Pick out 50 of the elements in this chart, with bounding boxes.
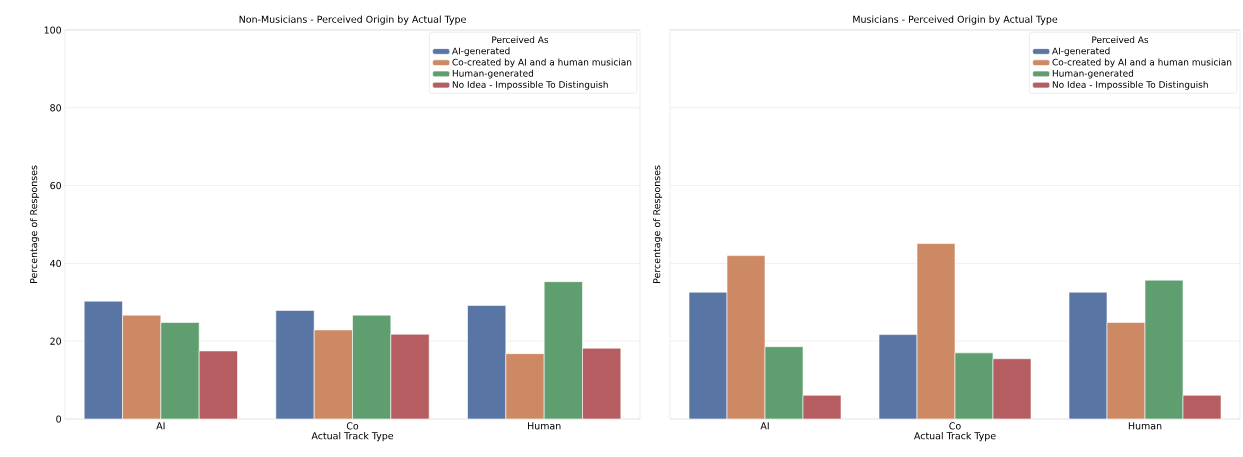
y-tick-label: 80 (50, 104, 62, 112)
x-axis-title: Actual Track Type (914, 432, 996, 442)
bar (1144, 279, 1184, 419)
legend-label: Human-generated (452, 69, 534, 79)
bar (467, 305, 507, 419)
x-tick-label: Human (1128, 422, 1162, 430)
bar (1106, 322, 1146, 419)
y-tick-label: 0 (56, 415, 62, 423)
bar (1068, 291, 1108, 419)
bar (543, 281, 583, 419)
bar (275, 310, 315, 419)
bar (390, 333, 430, 419)
x-axis-title: Actual Track Type (311, 432, 394, 442)
y-tick-label: 60 (50, 182, 62, 190)
chart-title: Musicians - Perceived Origin by Actual Type (853, 15, 1058, 25)
legend-label: Co-created by AI and a human musician (1052, 58, 1232, 68)
bar (878, 334, 918, 419)
bar (505, 353, 545, 419)
y-tick-label: 20 (50, 337, 62, 345)
x-tick-label: Co (949, 422, 961, 430)
bar (582, 347, 622, 419)
bar (122, 315, 161, 419)
legend-label: AI-generated (1052, 47, 1110, 57)
bar (992, 358, 1032, 419)
y-axis-title: Percentage of Responses (29, 165, 40, 283)
bar (689, 292, 728, 419)
x-tick-label: AI (156, 422, 165, 430)
x-tick-label: Co (346, 422, 359, 430)
bar (84, 301, 123, 419)
bar (160, 322, 200, 419)
legend-label: No Idea - Impossible To Distinguish (1052, 81, 1208, 90)
legend-title: Perceived As (492, 36, 549, 44)
y-axis-title: Percentage of Responses (652, 165, 663, 283)
bar (199, 350, 238, 419)
bar (313, 329, 353, 419)
bar (765, 346, 804, 419)
bar (916, 243, 956, 419)
legend-label: Human-generated (1052, 69, 1134, 79)
y-tick-label: 100 (44, 26, 62, 34)
bar (352, 314, 392, 419)
bar (727, 255, 766, 419)
x-tick-label: AI (760, 422, 769, 430)
legend-label: Co-created by AI and a human musician (452, 58, 632, 68)
y-tick-label: 40 (50, 259, 62, 267)
x-tick-label: Human (528, 422, 561, 430)
legend-title: Perceived As (1092, 36, 1149, 44)
bar (954, 352, 994, 419)
legend-label: AI-generated (452, 47, 510, 57)
chart-title: Non-Musicians - Perceived Origin by Actual Type (239, 15, 466, 25)
legend-label: No Idea - Impossible To Distinguish (452, 81, 608, 90)
